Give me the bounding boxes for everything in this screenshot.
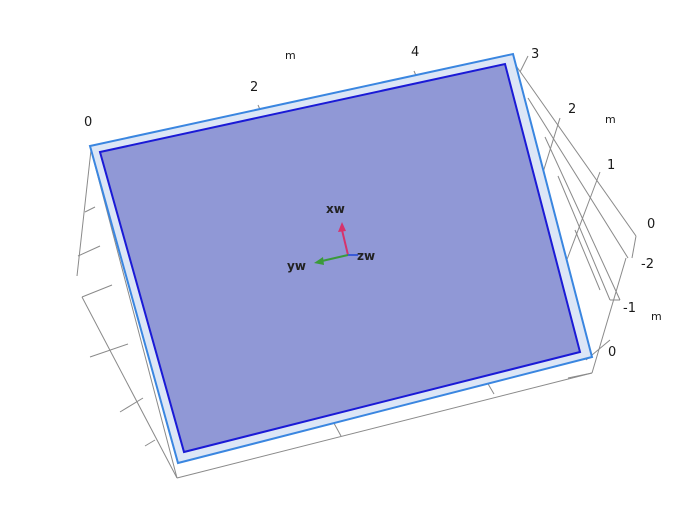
axis-right-upper-labels: 3 2 1 0 m (531, 47, 655, 232)
axis-top-tick-4: 4 (411, 45, 419, 60)
axis-right-upper-tick-1: 1 (607, 158, 615, 173)
triad-x-arrow (338, 222, 346, 232)
triad-y-label: yw (287, 259, 306, 273)
axis-right-lower-labels: -2 -1 0 m (608, 257, 662, 360)
triad-y-arrow (314, 257, 324, 265)
axis-top-tick-2: 2 (250, 80, 258, 95)
triad-y-axis (321, 254, 349, 262)
axis-right-upper-tick-2: 2 (568, 102, 576, 117)
axis-top-unit: m (285, 49, 296, 62)
axis-right-upper-unit: m (605, 113, 616, 126)
plate-surface[interactable] (98, 62, 582, 454)
axis-right-lower-tick-neg2: -2 (641, 257, 654, 272)
axis-right-lower-tick-neg1: -1 (623, 301, 636, 316)
axis-right-upper-tick-3: 3 (531, 47, 539, 62)
axis-right-lower-tick-0: 0 (608, 345, 616, 360)
axis-right-upper-tick-0: 0 (647, 217, 655, 232)
axis-top-labels: 0 2 4 m (84, 45, 419, 130)
axis-top-tick-0: 0 (84, 115, 92, 130)
orientation-triad: xw yw zw (287, 202, 375, 273)
axis-right-lower-unit: m (651, 310, 662, 323)
triad-x-label: xw (326, 202, 345, 216)
triad-x-axis (341, 229, 349, 256)
triad-z-label: zw (357, 249, 375, 263)
